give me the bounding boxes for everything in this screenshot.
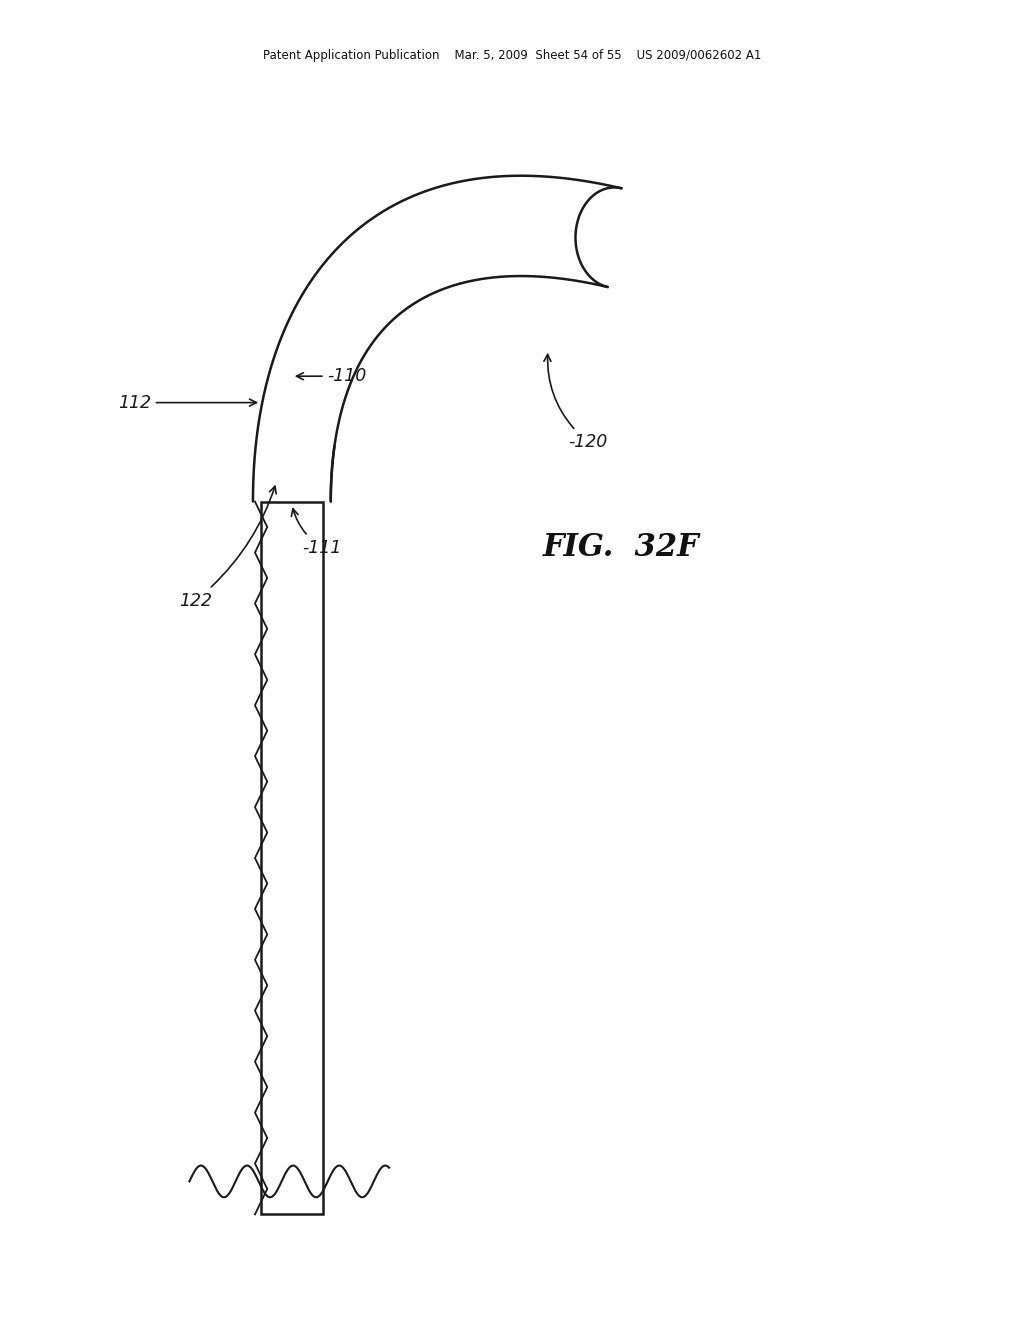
Polygon shape bbox=[261, 502, 323, 1214]
Text: -110: -110 bbox=[297, 367, 367, 385]
Text: Patent Application Publication    Mar. 5, 2009  Sheet 54 of 55    US 2009/006260: Patent Application Publication Mar. 5, 2… bbox=[263, 49, 761, 62]
Text: -120: -120 bbox=[544, 355, 607, 451]
Text: FIG.  32F: FIG. 32F bbox=[543, 532, 699, 564]
Text: 122: 122 bbox=[179, 486, 276, 610]
Text: -111: -111 bbox=[292, 508, 341, 557]
Text: 112: 112 bbox=[118, 393, 256, 412]
